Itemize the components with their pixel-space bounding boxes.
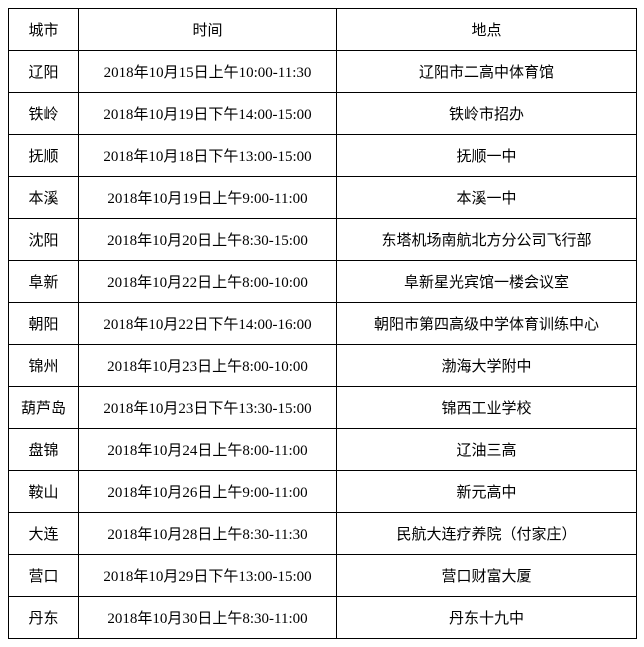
table-row: 沈阳2018年10月20日上午8:30-15:00东塔机场南航北方分公司飞行部 xyxy=(9,219,637,261)
table-row: 葫芦岛2018年10月23日下午13:30-15:00锦西工业学校 xyxy=(9,387,637,429)
cell-city: 锦州 xyxy=(9,345,79,387)
table-row: 朝阳2018年10月22日下午14:00-16:00朝阳市第四高级中学体育训练中… xyxy=(9,303,637,345)
cell-city: 铁岭 xyxy=(9,93,79,135)
table-row: 本溪2018年10月19日上午9:00-11:00本溪一中 xyxy=(9,177,637,219)
cell-city: 朝阳 xyxy=(9,303,79,345)
header-location: 地点 xyxy=(337,9,637,51)
cell-location: 民航大连疗养院（付家庄） xyxy=(337,513,637,555)
table-body: 辽阳2018年10月15日上午10:00-11:30辽阳市二高中体育馆铁岭201… xyxy=(9,51,637,639)
cell-time: 2018年10月22日上午8:00-10:00 xyxy=(79,261,337,303)
table-row: 盘锦2018年10月24日上午8:00-11:00辽油三高 xyxy=(9,429,637,471)
cell-city: 大连 xyxy=(9,513,79,555)
cell-location: 东塔机场南航北方分公司飞行部 xyxy=(337,219,637,261)
cell-time: 2018年10月18日下午13:00-15:00 xyxy=(79,135,337,177)
cell-location: 营口财富大厦 xyxy=(337,555,637,597)
cell-city: 营口 xyxy=(9,555,79,597)
cell-time: 2018年10月29日下午13:00-15:00 xyxy=(79,555,337,597)
cell-time: 2018年10月26日上午9:00-11:00 xyxy=(79,471,337,513)
cell-city: 盘锦 xyxy=(9,429,79,471)
cell-location: 抚顺一中 xyxy=(337,135,637,177)
cell-city: 丹东 xyxy=(9,597,79,639)
cell-time: 2018年10月23日下午13:30-15:00 xyxy=(79,387,337,429)
cell-location: 朝阳市第四高级中学体育训练中心 xyxy=(337,303,637,345)
cell-time: 2018年10月15日上午10:00-11:30 xyxy=(79,51,337,93)
cell-time: 2018年10月20日上午8:30-15:00 xyxy=(79,219,337,261)
table-row: 辽阳2018年10月15日上午10:00-11:30辽阳市二高中体育馆 xyxy=(9,51,637,93)
header-time: 时间 xyxy=(79,9,337,51)
cell-city: 本溪 xyxy=(9,177,79,219)
cell-time: 2018年10月28日上午8:30-11:30 xyxy=(79,513,337,555)
cell-city: 阜新 xyxy=(9,261,79,303)
table-row: 鞍山2018年10月26日上午9:00-11:00新元高中 xyxy=(9,471,637,513)
schedule-table: 城市 时间 地点 辽阳2018年10月15日上午10:00-11:30辽阳市二高… xyxy=(8,8,637,639)
table-row: 营口2018年10月29日下午13:00-15:00营口财富大厦 xyxy=(9,555,637,597)
cell-city: 鞍山 xyxy=(9,471,79,513)
table-row: 抚顺2018年10月18日下午13:00-15:00抚顺一中 xyxy=(9,135,637,177)
cell-location: 本溪一中 xyxy=(337,177,637,219)
cell-location: 渤海大学附中 xyxy=(337,345,637,387)
table-header-row: 城市 时间 地点 xyxy=(9,9,637,51)
cell-time: 2018年10月19日下午14:00-15:00 xyxy=(79,93,337,135)
header-city: 城市 xyxy=(9,9,79,51)
cell-location: 辽油三高 xyxy=(337,429,637,471)
cell-time: 2018年10月19日上午9:00-11:00 xyxy=(79,177,337,219)
cell-time: 2018年10月22日下午14:00-16:00 xyxy=(79,303,337,345)
cell-time: 2018年10月23日上午8:00-10:00 xyxy=(79,345,337,387)
cell-location: 阜新星光宾馆一楼会议室 xyxy=(337,261,637,303)
cell-time: 2018年10月24日上午8:00-11:00 xyxy=(79,429,337,471)
cell-location: 辽阳市二高中体育馆 xyxy=(337,51,637,93)
table-row: 大连2018年10月28日上午8:30-11:30民航大连疗养院（付家庄） xyxy=(9,513,637,555)
cell-city: 抚顺 xyxy=(9,135,79,177)
cell-location: 丹东十九中 xyxy=(337,597,637,639)
cell-city: 辽阳 xyxy=(9,51,79,93)
table-row: 铁岭2018年10月19日下午14:00-15:00铁岭市招办 xyxy=(9,93,637,135)
table-row: 锦州2018年10月23日上午8:00-10:00渤海大学附中 xyxy=(9,345,637,387)
cell-location: 锦西工业学校 xyxy=(337,387,637,429)
table-row: 丹东2018年10月30日上午8:30-11:00丹东十九中 xyxy=(9,597,637,639)
cell-city: 葫芦岛 xyxy=(9,387,79,429)
cell-city: 沈阳 xyxy=(9,219,79,261)
cell-location: 新元高中 xyxy=(337,471,637,513)
cell-time: 2018年10月30日上午8:30-11:00 xyxy=(79,597,337,639)
table-row: 阜新2018年10月22日上午8:00-10:00阜新星光宾馆一楼会议室 xyxy=(9,261,637,303)
cell-location: 铁岭市招办 xyxy=(337,93,637,135)
